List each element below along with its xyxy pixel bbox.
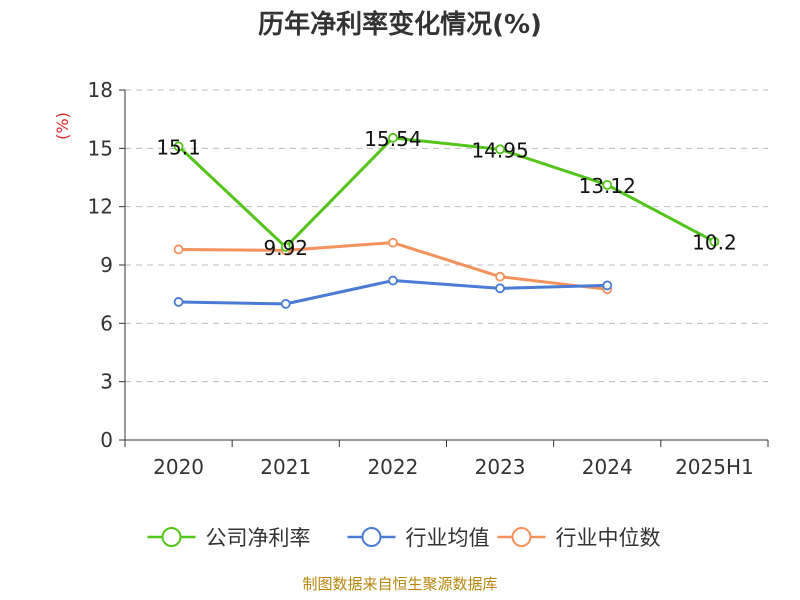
legend[interactable]: 公司净利率 行业均值 行业中位数 <box>147 526 661 550</box>
series-0 <box>173 132 720 253</box>
legend-item[interactable]: 行业均值 <box>347 526 490 550</box>
legend-swatch-marker <box>161 527 182 547</box>
axes: 0 3 6 9 12 15 18 2020 2021 2022 2023 2024 2025H1 <box>88 78 769 479</box>
data-label: 10.2 <box>692 231 737 255</box>
y-tick-label: 15 <box>88 136 113 160</box>
data-point[interactable] <box>602 280 613 291</box>
y-tick-label: 18 <box>88 78 113 102</box>
x-tick-label: 2020 <box>153 455 204 479</box>
y-tick-label: 9 <box>100 253 113 277</box>
x-tick-label: 2023 <box>475 455 526 479</box>
y-tick-label: 12 <box>88 195 113 219</box>
y-tick-label: 3 <box>100 370 113 394</box>
data-point[interactable] <box>495 144 505 155</box>
data-point[interactable] <box>280 298 291 309</box>
y-tick-label: 0 <box>100 428 113 452</box>
data-label: 15.1 <box>156 135 201 159</box>
data-point[interactable] <box>280 242 291 253</box>
series-1 <box>173 275 613 309</box>
data-label: 9.92 <box>263 236 308 260</box>
series-lines <box>173 132 720 309</box>
legend-item[interactable]: 行业中位数 <box>497 526 661 550</box>
y-axis-label: (%) <box>53 112 72 140</box>
x-tick-label: 2025H1 <box>675 455 754 479</box>
x-tick-label: 2021 <box>260 455 311 479</box>
data-point[interactable] <box>602 179 613 190</box>
data-point[interactable] <box>495 283 505 294</box>
data-label: 15.54 <box>364 127 421 151</box>
data-point[interactable] <box>173 141 184 152</box>
data-point[interactable] <box>173 297 184 307</box>
legend-item[interactable]: 公司净利率 <box>147 526 311 550</box>
chart-title: 历年净利率变化情况(%) <box>258 9 542 40</box>
data-label: 14.95 <box>471 138 528 162</box>
legend-swatch-marker <box>361 527 382 547</box>
legend-label: 行业中位数 <box>556 526 661 550</box>
data-point[interactable] <box>495 271 505 282</box>
data-point[interactable] <box>709 236 720 247</box>
data-label: 13.12 <box>579 174 636 198</box>
x-tick-label: 2022 <box>367 455 418 479</box>
grid-lines <box>125 89 768 383</box>
data-point[interactable] <box>388 132 398 143</box>
data-point[interactable] <box>173 244 184 255</box>
data-point[interactable] <box>388 275 398 286</box>
legend-label: 公司净利率 <box>206 526 311 550</box>
y-tick-label: 6 <box>100 311 113 335</box>
source-note: 制图数据来自恒生聚源数据库 <box>302 575 497 593</box>
data-point[interactable] <box>388 237 398 248</box>
legend-label: 行业均值 <box>406 526 490 550</box>
data-labels: 15.1 9.92 15.54 14.95 13.12 10.2 <box>156 127 736 260</box>
legend-swatch-marker <box>511 527 532 547</box>
x-tick-label: 2024 <box>582 455 633 479</box>
series-line <box>177 136 716 249</box>
